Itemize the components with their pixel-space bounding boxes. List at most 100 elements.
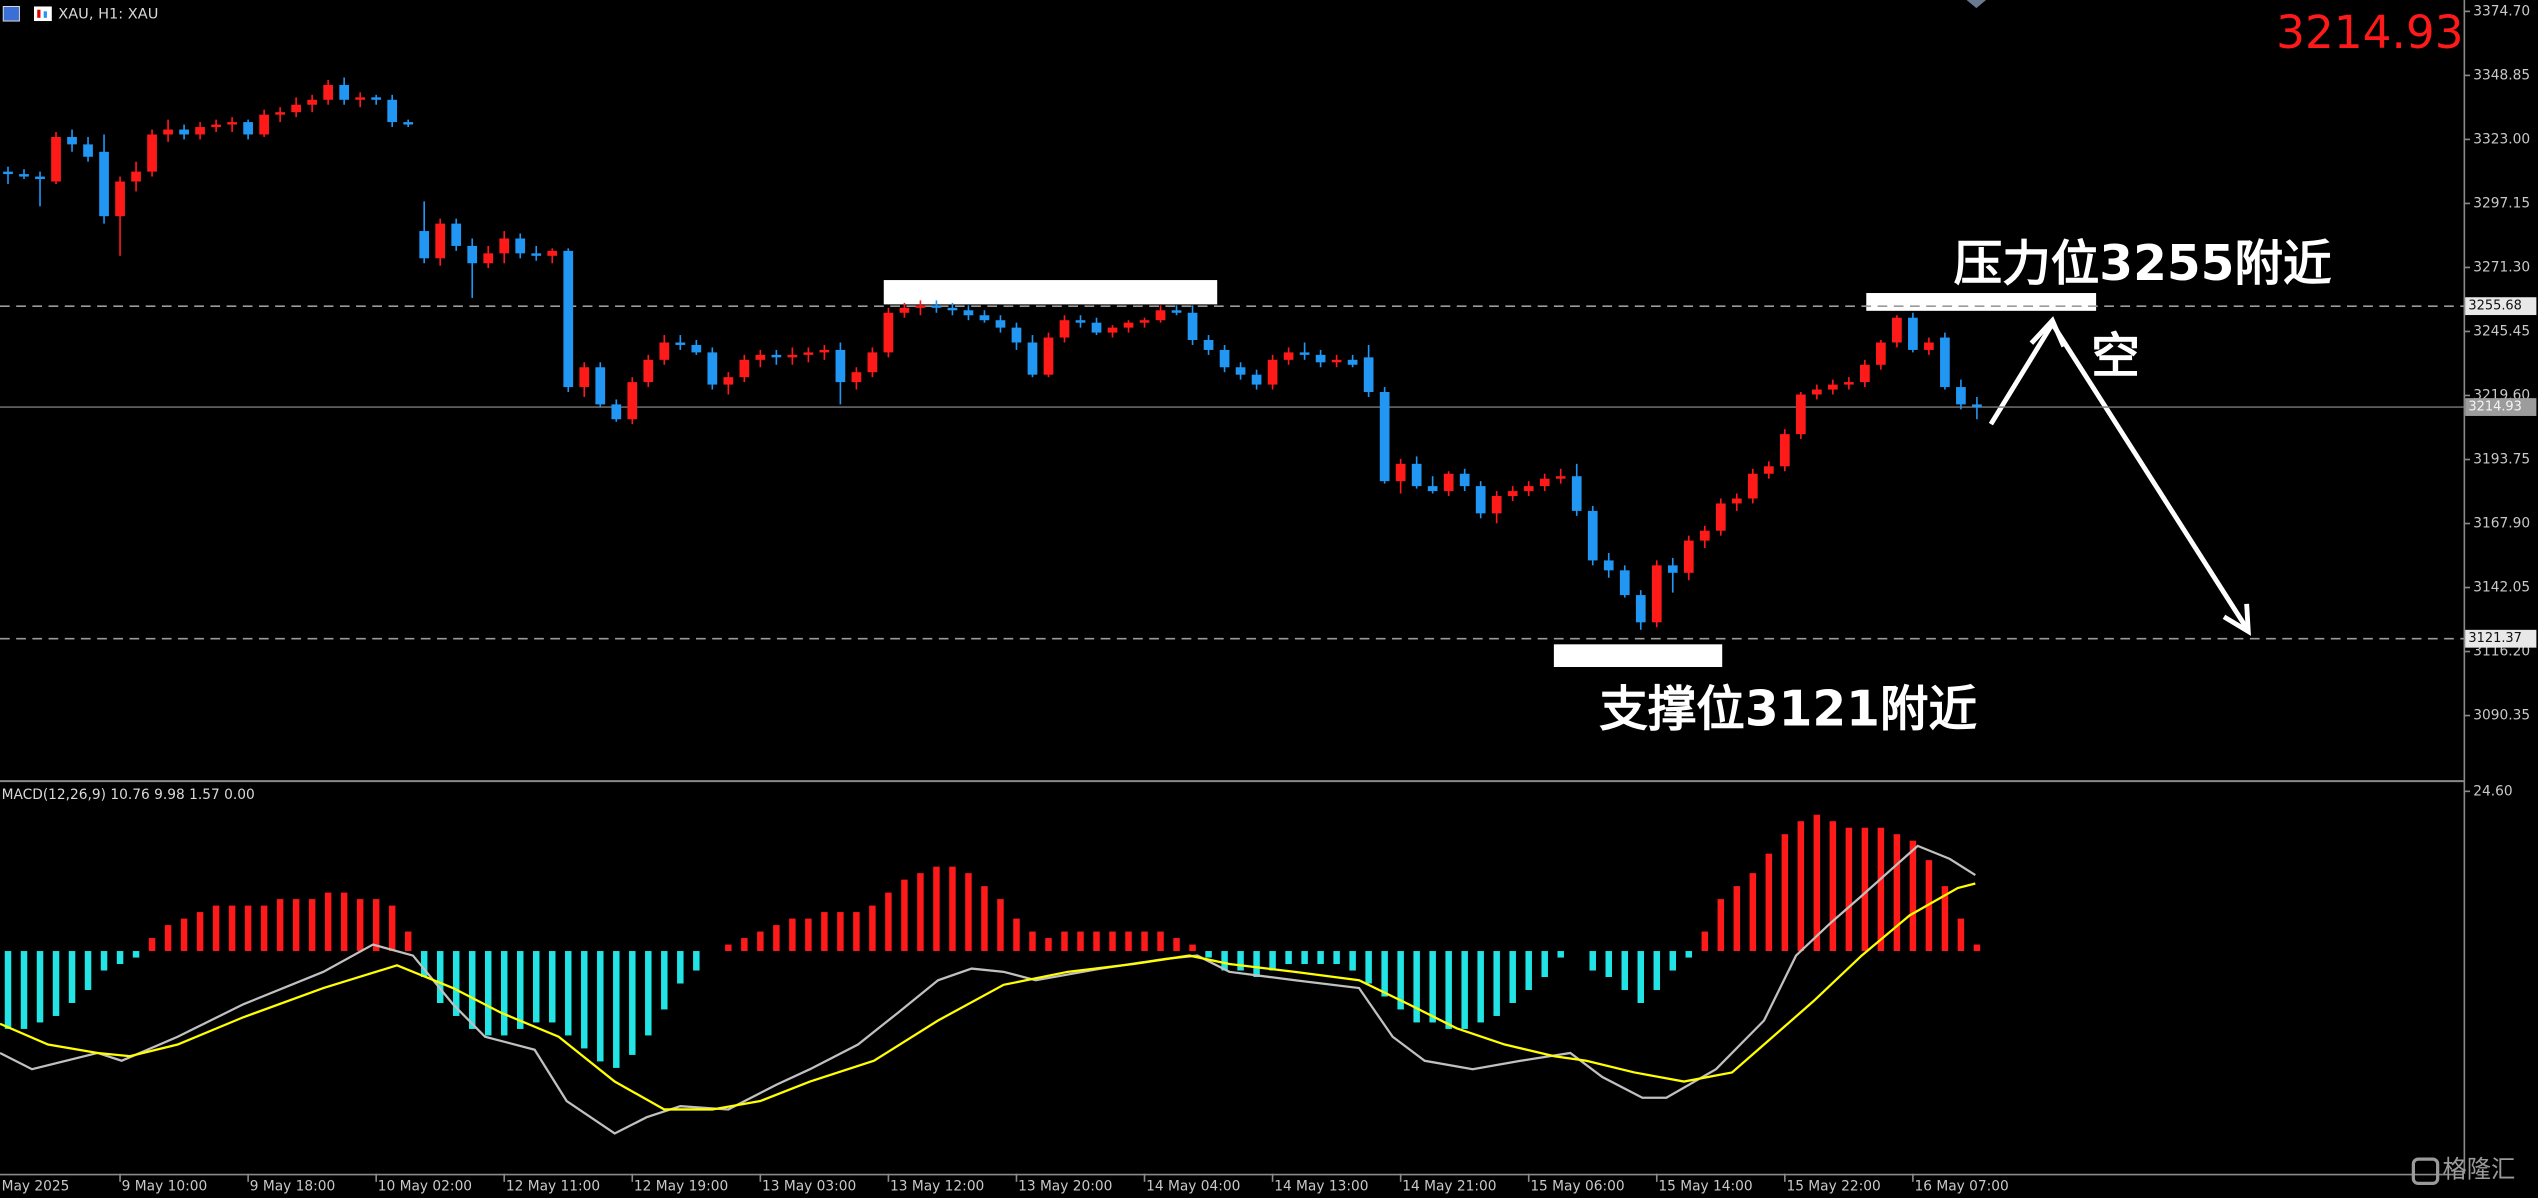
y-tick-label: 3374.70	[2473, 3, 2530, 19]
x-tick-label: 12 May 19:00	[634, 1179, 728, 1195]
candle-body	[931, 305, 942, 308]
histogram-bar	[1749, 873, 1757, 952]
histogram-bar	[645, 951, 652, 1036]
histogram-bar	[1045, 938, 1052, 952]
candle-body	[1395, 463, 1406, 482]
indicator-title: MACD(12,26,9) 10.76 9.98 1.57 0.00	[2, 787, 255, 803]
histogram-bar	[116, 951, 124, 965]
histogram-bar	[757, 931, 764, 952]
histogram-bar	[1013, 918, 1020, 952]
histogram-bar	[1589, 951, 1596, 971]
x-tick-label: 15 May 14:00	[1658, 1179, 1752, 1195]
indicator-line	[0, 882, 1976, 1111]
scroll-marker[interactable]	[1966, 0, 1987, 9]
candle-body	[515, 238, 526, 254]
annotation: 空	[2091, 328, 2140, 384]
histogram-bar	[1701, 931, 1709, 952]
candle-body	[1876, 342, 1886, 365]
candle-body	[1347, 359, 1358, 365]
chart-icon[interactable]	[33, 6, 52, 22]
histogram-bar	[180, 918, 188, 952]
watermark-text: 格隆汇	[2443, 1154, 2516, 1183]
histogram-bar	[1829, 821, 1837, 952]
candle-body	[179, 129, 189, 135]
histogram-bar	[965, 873, 972, 952]
candle-body	[643, 359, 654, 383]
candle-body	[227, 122, 237, 125]
chart-icon-bar	[43, 11, 47, 18]
candle-body	[1908, 317, 1918, 350]
last-price-big: 3214.93	[2276, 6, 2463, 59]
y-tick-label: 3167.90	[2473, 516, 2530, 532]
x-tick-label: 13 May 12:00	[890, 1179, 984, 1195]
candle-body	[387, 99, 398, 123]
x-tick-label: 16 May 07:00	[1915, 1179, 2009, 1195]
candle-body	[1972, 404, 1982, 408]
candle-body	[1187, 312, 1198, 341]
y-tick-label: 3297.15	[2473, 195, 2530, 211]
histogram-bar	[132, 951, 140, 958]
candle-body	[1795, 394, 1806, 435]
candle-body	[1203, 340, 1214, 350]
candle-body	[531, 253, 542, 256]
histogram-bar	[1365, 951, 1372, 984]
candle-body	[979, 315, 990, 321]
histogram-bar	[949, 866, 956, 952]
histogram-bar	[1509, 951, 1516, 1003]
candle-body	[883, 312, 894, 353]
chart-title: XAU, H1: XAU	[58, 6, 158, 23]
histogram-bar	[981, 886, 988, 952]
histogram-bar	[1109, 931, 1116, 952]
candle-body	[1139, 320, 1150, 323]
x-tick-label: 10 May 02:00	[378, 1179, 472, 1195]
histogram-bar	[837, 912, 844, 952]
histogram-bar	[468, 951, 476, 1029]
candle-body	[1683, 540, 1694, 573]
candle-body	[83, 144, 93, 157]
histogram-bar	[677, 951, 684, 984]
candle-body	[1379, 392, 1390, 482]
histogram-bar	[1061, 931, 1068, 952]
candle-body	[1475, 486, 1486, 514]
candle-body	[1844, 382, 1854, 385]
histogram-bar	[1765, 853, 1773, 952]
histogram-bar	[420, 951, 428, 978]
histogram-bar	[20, 951, 28, 1029]
candle-body	[819, 349, 830, 353]
histogram-bar	[549, 951, 556, 1023]
x-tick-label: 14 May 13:00	[1274, 1179, 1368, 1195]
candle-body	[899, 307, 910, 313]
candle-body	[1699, 530, 1710, 541]
candle-body	[739, 359, 750, 378]
y-tick-label: 3323.00	[2473, 131, 2530, 147]
candle-body	[403, 122, 414, 125]
candle-body	[467, 245, 478, 264]
candle-body	[1523, 486, 1534, 492]
histogram-bar	[869, 905, 876, 952]
candle-body	[1091, 322, 1102, 333]
candle-body	[1507, 491, 1518, 497]
y-tick-label: 3348.85	[2473, 67, 2530, 83]
x-tick-label: 14 May 04:00	[1146, 1179, 1240, 1195]
level-label: 3255.68	[2468, 299, 2521, 314]
annotation: 支撑位3121附近	[1599, 681, 1977, 737]
candle-body	[1043, 337, 1054, 375]
candle-body	[1155, 310, 1166, 321]
menu-icon[interactable]	[2, 5, 20, 22]
histogram-bar	[789, 918, 796, 952]
histogram-bar	[1173, 938, 1180, 952]
candle-body	[1779, 434, 1790, 467]
histogram-bar	[196, 912, 204, 952]
arrow-head	[2222, 603, 2251, 636]
candle-body	[1283, 352, 1294, 360]
candle-body	[147, 134, 157, 172]
x-tick-label: 12 May 11:00	[506, 1179, 600, 1195]
candle-body	[723, 377, 734, 385]
candle-body	[131, 171, 141, 182]
histogram-bar	[276, 899, 284, 952]
x-tick-label: 9 May 18:00	[250, 1179, 336, 1195]
candle-body	[1443, 473, 1454, 492]
histogram-bar	[917, 873, 924, 952]
